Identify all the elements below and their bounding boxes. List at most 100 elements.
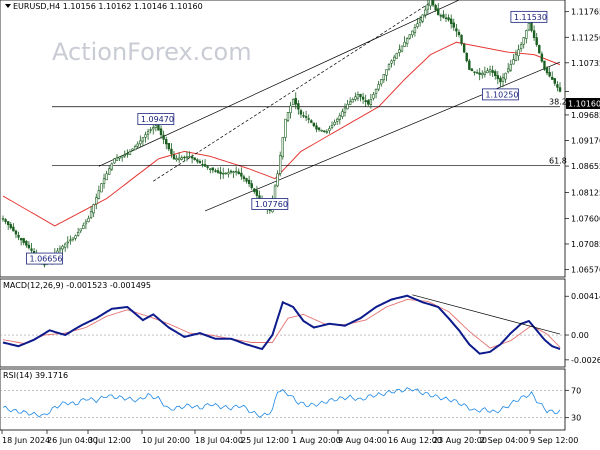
candle-body [100, 183, 103, 193]
candle-body [361, 96, 365, 100]
candle-body [25, 240, 28, 246]
candle-body [118, 156, 121, 159]
candle-body [460, 34, 463, 44]
candle-body [9, 224, 12, 229]
candle-body [123, 154, 126, 157]
candle-body [449, 18, 453, 24]
candle-body [279, 155, 282, 174]
candle-body [76, 232, 80, 236]
candle-body [110, 163, 114, 170]
candle-body [504, 72, 507, 80]
candle-body [483, 71, 487, 75]
candle-body [198, 161, 202, 164]
candle-body [97, 190, 101, 199]
candle-body [341, 111, 344, 117]
time-tick-label: 25 Jul 12:00 [241, 436, 289, 445]
candle-body [351, 98, 354, 103]
candle-body [519, 44, 523, 50]
candle-body [558, 87, 562, 92]
price-tick-label: 1.08125 [571, 188, 600, 197]
candle-body [128, 151, 132, 155]
candle-body [356, 94, 360, 99]
dropdown-triangle-icon[interactable] [5, 4, 11, 8]
price-annotation-label: 1.06656 [29, 255, 62, 264]
candle-body [126, 153, 129, 155]
candle-body [514, 54, 518, 61]
fib-levels: 38.2 61.8 [52, 98, 567, 166]
candle-body [74, 235, 77, 239]
candle-body [343, 107, 347, 113]
candle-body [439, 15, 443, 17]
candle-body [465, 52, 468, 62]
time-tick-label: 1 Aug 20:00 [292, 436, 341, 445]
macd-trendline [412, 294, 561, 335]
candle-body [532, 30, 536, 38]
candle-body [79, 228, 82, 232]
candle-body [418, 19, 422, 23]
time-tick-label: 2 Sep 04:00 [480, 436, 528, 445]
candle-body [400, 45, 404, 52]
time-tick-label: 16 Aug 12:00 [388, 436, 442, 445]
candle-body [354, 96, 357, 100]
candle-body [408, 34, 411, 39]
candle-body [499, 77, 502, 83]
candle-body [113, 158, 116, 164]
candle-body [214, 170, 217, 172]
candle-body [330, 125, 334, 128]
price-annotation-box [26, 252, 63, 265]
price-annotations: 1.120001.115301.102501.094701.077601.066… [26, 10, 548, 265]
price-annotation-box [482, 88, 519, 101]
candle-body [333, 121, 336, 125]
candle-body [170, 148, 173, 155]
candle-body [1, 218, 5, 220]
macd-signal-line [2, 299, 561, 349]
candle-body [525, 30, 528, 39]
candle-body [58, 247, 62, 251]
price-annotation-label: 1.09470 [141, 115, 174, 124]
candle-body [452, 22, 455, 28]
candle-body [196, 159, 199, 162]
candle-body [527, 23, 531, 31]
price-tick-label: 1.07085 [571, 240, 600, 249]
candle-body [6, 221, 10, 225]
candle-body [455, 28, 458, 32]
candle-body [506, 68, 510, 73]
candle-body [543, 60, 546, 70]
channel-line [98, 0, 460, 167]
candle-body [424, 9, 427, 16]
candle-body [312, 122, 316, 127]
candle-body [237, 171, 240, 175]
candle-body [481, 72, 484, 76]
candle-body [63, 243, 67, 248]
candle-body [429, 0, 432, 7]
candle-body [247, 179, 251, 184]
price-tick-label: 1.07600 [571, 214, 600, 223]
candle-body [338, 115, 341, 120]
candle-body [27, 244, 31, 249]
candle-body [545, 67, 549, 74]
candle-body [286, 112, 290, 121]
candle-body [4, 219, 7, 222]
candle-body [405, 38, 409, 44]
candle-body [299, 110, 303, 115]
candle-body [442, 14, 445, 18]
rsi-line-path [2, 387, 561, 418]
candle-body [488, 69, 492, 73]
rsi-panel [0, 368, 566, 431]
candle-body [421, 14, 424, 22]
price-tick-label: 1.09170 [571, 136, 600, 145]
candle-body [136, 143, 139, 147]
candle-body [457, 31, 461, 36]
candle-body [216, 170, 220, 173]
candle-body [120, 155, 124, 158]
macd-tick-label: 0.004148 [571, 292, 600, 301]
macd-lines [0, 294, 565, 355]
candle-body [172, 154, 176, 160]
candle-body [175, 158, 178, 161]
candle-body [434, 5, 437, 11]
candle-body [71, 237, 75, 241]
candle-body [250, 183, 253, 188]
fib-level-label: 38.2 [549, 98, 567, 107]
price-tick-label: 1.09685 [571, 111, 600, 120]
